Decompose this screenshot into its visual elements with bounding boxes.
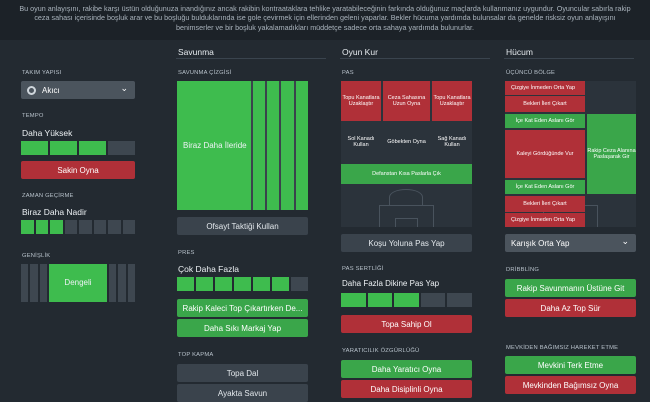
crossing-value: Karışık Orta Yap xyxy=(511,238,570,248)
build-header: Oyun Kur xyxy=(342,47,378,57)
pass-zone-right-flank[interactable]: Sağ Kanadı Kullan xyxy=(437,135,467,149)
settings-icon xyxy=(27,85,36,95)
team-style-dropdown[interactable]: Akıcı ⌄ xyxy=(21,81,135,99)
attack-zone-overlap-bottom[interactable]: Bekleri İleri Çıkart xyxy=(505,196,585,212)
slider-segment xyxy=(79,141,106,155)
attack-zone-cut-inside-bottom[interactable]: İçe Kat Eden Aslanı Gör xyxy=(505,180,585,194)
pass-zone-left-flank[interactable]: Sol Kanadı Kullan xyxy=(347,135,375,149)
attack-zone-work-into-box[interactable]: Rakip Ceza Alanına Paslaşarak Gir xyxy=(587,114,636,194)
dribbling-label: DRİBBLİNG xyxy=(506,267,540,273)
pass-zone-left-wing[interactable]: Topu Kanatlara Uzaklaştır xyxy=(341,81,381,121)
attack-header: Hücum xyxy=(506,47,533,57)
final-third-label: ÜÇÜNCÜ BÖLGE xyxy=(506,70,556,76)
width-label: GENİŞLİK xyxy=(22,253,51,259)
tighter-marking-button[interactable]: Daha Sıkı Markaj Yap xyxy=(177,319,308,337)
defence-header: Savunma xyxy=(178,47,214,57)
time-wasting-label: ZAMAN GEÇİRME xyxy=(22,193,74,199)
pass-range-value: Daha Fazla Dikine Pas Yap xyxy=(342,279,440,288)
pass-label: PAS xyxy=(342,70,354,76)
get-stuck-in-button[interactable]: Topa Dal xyxy=(177,364,308,382)
attack-zone-shoot-on-sight[interactable]: Kaleyi Gördüğünde Vur xyxy=(505,130,585,178)
defensive-line-value: Biraz Daha İleride xyxy=(183,141,247,150)
slider-segment xyxy=(234,277,251,291)
press-value: Çok Daha Fazla xyxy=(178,264,239,274)
tempo-value: Daha Yüksek xyxy=(22,128,73,138)
slider-segment xyxy=(93,220,106,234)
slider-segment xyxy=(272,277,289,291)
creative-freedom-label: YARATICILIK ÖZGÜRLÜĞÜ xyxy=(342,348,420,354)
time-wasting-slider[interactable] xyxy=(21,220,135,234)
press-label: PRES xyxy=(178,250,195,256)
slider-segment xyxy=(50,220,63,234)
attack-zone-early-cross-top[interactable]: Çizgiye İnmeden Orta Yap xyxy=(505,81,585,95)
sakin-oyna-button[interactable]: Sakin Oyna xyxy=(21,161,135,179)
slider-segment xyxy=(50,141,77,155)
pass-range-slider[interactable] xyxy=(341,293,472,307)
slider-segment xyxy=(420,293,446,307)
slider-segment xyxy=(122,220,135,234)
roam-from-positions-button[interactable]: Mevkinden Bağımsız Oyna xyxy=(505,376,636,394)
slider-segment xyxy=(253,277,270,291)
slider-segment xyxy=(21,141,48,155)
slider-segment xyxy=(394,293,419,307)
slider-segment xyxy=(196,277,213,291)
run-at-defence-button[interactable]: Rakip Savunmanın Üstüne Git xyxy=(505,279,636,297)
slider-segment xyxy=(341,293,366,307)
keep-ball-button[interactable]: Topa Sahip Ol xyxy=(341,315,472,333)
attack-zone-cut-inside-top[interactable]: İçe Kat Eden Aslanı Gör xyxy=(505,114,585,128)
slider-segment xyxy=(447,293,472,307)
dribble-less-button[interactable]: Daha Az Top Sür xyxy=(505,299,636,317)
tempo-slider[interactable] xyxy=(21,141,135,155)
attack-divider xyxy=(504,58,634,59)
stick-to-positions-button[interactable]: Mevkini Terk Etme xyxy=(505,356,636,374)
stay-on-feet-button[interactable]: Ayakta Savun xyxy=(177,384,308,402)
chevron-down-icon: ⌄ xyxy=(621,236,629,246)
prevent-gk-distribution-button[interactable]: Rakip Kaleci Top Çıkartırken De... xyxy=(177,299,308,317)
defence-divider xyxy=(176,58,326,59)
time-wasting-value: Biraz Daha Nadir xyxy=(22,207,87,217)
defensive-line-selector[interactable] xyxy=(177,81,308,210)
more-disciplined-button[interactable]: Daha Disiplinli Oyna xyxy=(341,380,472,398)
slider-segment xyxy=(108,141,135,155)
attack-zone-early-cross-bottom[interactable]: Çizgiye İnmeden Orta Yap xyxy=(505,213,585,227)
pass-range-label: PAS SERTLİĞİ xyxy=(342,266,384,272)
pass-zone-short-build[interactable]: Defanstan Kısa Paslarla Çık xyxy=(341,164,472,184)
slider-segment xyxy=(367,293,393,307)
pass-into-space-button[interactable]: Koşu Yoluna Pas Yap xyxy=(341,234,472,252)
attack-zone-overlap-top[interactable]: Bekleri İleri Çıkart xyxy=(505,96,585,112)
slider-segment xyxy=(291,277,308,291)
roaming-label: MEVKİDEN BAĞIMSIZ HAREKET ETME xyxy=(506,345,619,351)
instruction-description: Bu oyun anlayışını, rakibe karşı üstün o… xyxy=(0,0,650,40)
team-style-value: Akıcı xyxy=(42,85,60,95)
slider-segment xyxy=(35,220,48,234)
press-slider[interactable] xyxy=(177,277,308,291)
width-slider[interactable] xyxy=(21,264,135,302)
defensive-line-label: SAVUNMA ÇİZGİSİ xyxy=(178,70,232,76)
more-expressive-button[interactable]: Daha Yaratıcı Oyna xyxy=(341,360,472,378)
offside-trap-button[interactable]: Ofsayt Taktiği Kullan xyxy=(177,217,308,235)
slider-segment xyxy=(79,220,92,234)
tackling-label: TOP KAPMA xyxy=(178,352,214,358)
slider-segment xyxy=(108,220,121,234)
slider-segment xyxy=(64,220,77,234)
slider-segment xyxy=(215,277,232,291)
slider-segment xyxy=(21,220,34,234)
width-value: Dengeli xyxy=(64,278,92,287)
crossing-dropdown[interactable]: Karışık Orta Yap ⌄ xyxy=(505,234,636,252)
pass-zone-centre[interactable]: Göbekten Oyna xyxy=(387,138,426,145)
pass-zone-long-ball[interactable]: Ceza Sahasına Uzun Oyna xyxy=(383,81,430,121)
tempo-label: TEMPO xyxy=(22,113,44,119)
build-divider xyxy=(340,58,490,59)
team-style-label: TAKIM YAPISI xyxy=(22,70,62,76)
slider-segment xyxy=(177,277,194,291)
pass-zone-right-wing[interactable]: Topu Kanatlara Uzaklaştır xyxy=(432,81,472,121)
chevron-down-icon: ⌄ xyxy=(120,83,128,93)
